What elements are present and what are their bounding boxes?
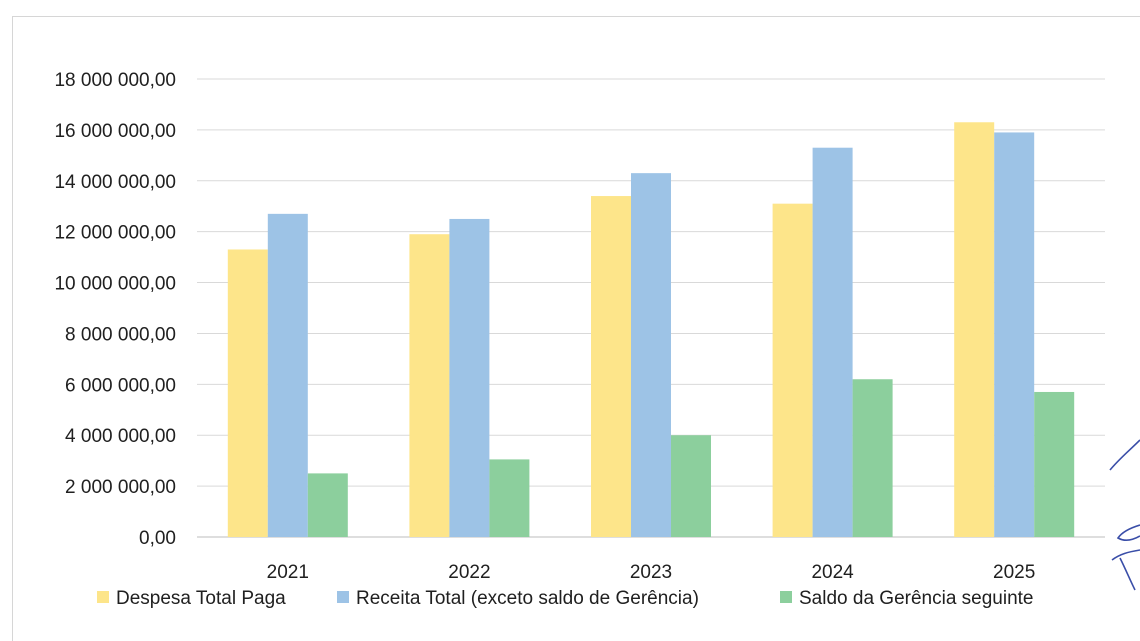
bar-2023-series-2: [631, 173, 671, 537]
y-tick-label: 12 000 000,00: [54, 223, 176, 244]
legend-swatch-1: [97, 591, 109, 603]
bar-2022-series-2: [449, 218, 490, 537]
x-tick-label: 2024: [811, 562, 854, 583]
x-axis-ticks: 2021 2022 2023 2024 2025: [267, 562, 1036, 583]
y-axis-ticks: 0,00 2 000 000,00 4 000 000,00 6 000 000,00…: [54, 70, 176, 549]
bar-2021-series-3: [307, 473, 348, 537]
x-tick-label: 2022: [448, 562, 490, 583]
bars: [227, 122, 1075, 538]
legend-label-3: Saldo da Gerência seguinte: [799, 588, 1034, 609]
bar-2024-series-2: [812, 147, 853, 537]
x-tick-label: 2025: [993, 562, 1035, 583]
bar-2025-series-2: [994, 132, 1035, 537]
y-tick-label: 8 000 000,00: [65, 324, 176, 345]
handwritten-signature: [1109, 439, 1140, 591]
legend-swatch-2: [337, 591, 349, 603]
x-tick-label: 2021: [267, 562, 309, 583]
y-tick-label: 4 000 000,00: [65, 426, 176, 447]
legend-label-2: Receita Total (exceto saldo de Gerência): [356, 588, 699, 609]
bar-2024-series-3: [852, 379, 893, 537]
legend-swatch-3: [780, 591, 792, 603]
chart-frame: [12, 16, 1140, 641]
bar-2022-series-3: [489, 459, 530, 537]
bar-2021-series-2: [267, 213, 308, 537]
bar-2025-series-3: [1034, 391, 1075, 537]
y-tick-label: 0,00: [139, 528, 176, 549]
y-tick-label: 6 000 000,00: [65, 375, 176, 396]
y-tick-label: 14 000 000,00: [54, 172, 176, 193]
bar-2023-series-3: [671, 435, 711, 537]
bar-2025-series-1: [954, 122, 995, 537]
x-tick-label: 2023: [630, 562, 672, 583]
y-tick-label: 16 000 000,00: [54, 121, 176, 142]
bar-2023-series-1: [591, 196, 631, 538]
legend: Despesa Total Paga Receita Total (exceto …: [97, 588, 1034, 609]
y-tick-label: 10 000 000,00: [54, 274, 176, 295]
bar-2022-series-1: [409, 234, 450, 537]
y-tick-label: 18 000 000,00: [54, 70, 176, 91]
y-tick-label: 2 000 000,00: [65, 477, 176, 498]
bar-2021-series-1: [227, 249, 268, 537]
legend-label-1: Despesa Total Paga: [116, 588, 286, 609]
bar-2024-series-1: [772, 203, 813, 537]
